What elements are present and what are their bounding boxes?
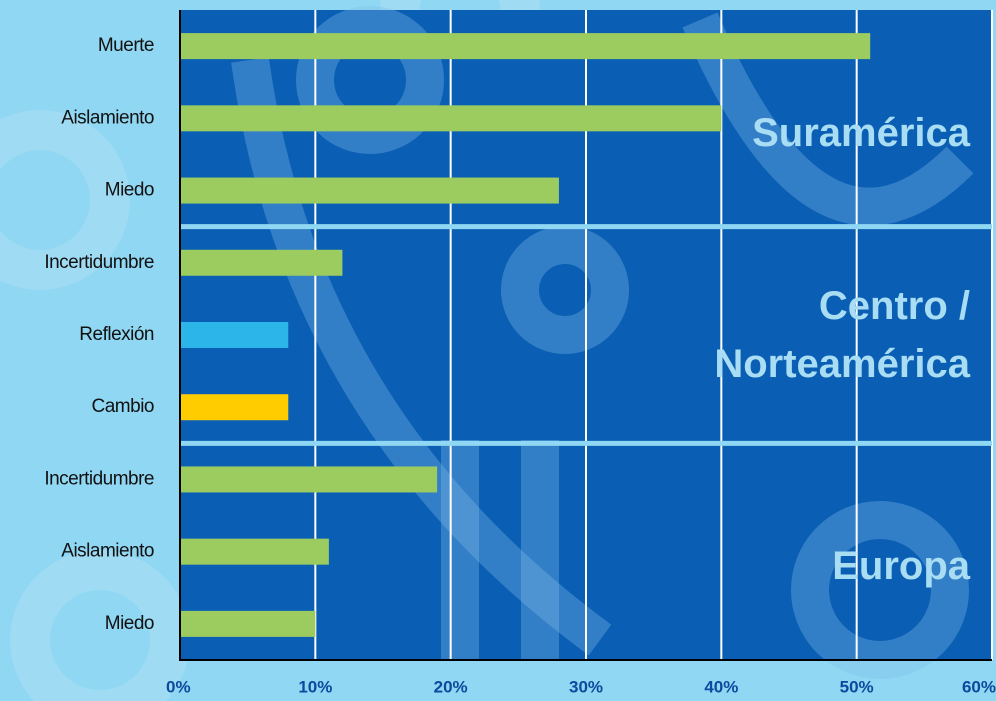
category-label: Incertidumbre [44, 468, 154, 489]
bars [180, 33, 871, 637]
category-label: Cambio [92, 396, 154, 417]
x-tick-label: 40% [704, 677, 738, 696]
category-label: Aislamiento [61, 541, 154, 562]
bar [180, 610, 316, 637]
x-tick-label: 30% [569, 677, 603, 696]
group-label: Europa [832, 544, 970, 589]
x-tick-label: 10% [298, 677, 332, 696]
bar [180, 394, 289, 421]
bar [180, 105, 722, 132]
category-label: Incertidumbre [44, 252, 154, 273]
category-label: Muerte [98, 35, 154, 56]
x-tick-label: 60% [962, 677, 996, 696]
x-tick-label: 0% [166, 677, 191, 696]
x-tick-label: 50% [840, 677, 874, 696]
group-label: Centro / Norteamérica [714, 284, 970, 386]
bar [180, 249, 343, 276]
bar [180, 538, 329, 565]
category-label: Miedo [105, 613, 154, 634]
bar [180, 33, 871, 60]
category-label: Reflexión [79, 324, 154, 345]
bar [180, 322, 289, 348]
bar [180, 177, 559, 204]
bar [180, 466, 438, 493]
group-label: Suramérica [752, 110, 970, 155]
x-tick-label: 20% [434, 677, 468, 696]
category-label: Miedo [105, 180, 154, 201]
category-label: Aislamiento [61, 107, 154, 128]
